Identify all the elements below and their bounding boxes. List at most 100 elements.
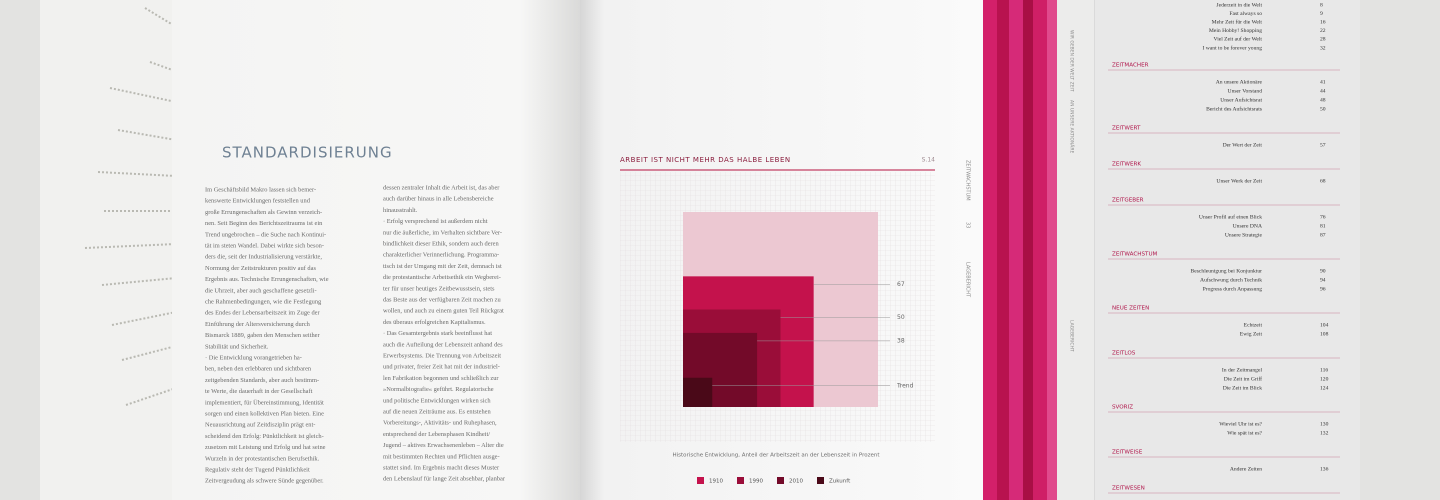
toc-entry: Andere Zeiten (1230, 466, 1262, 472)
toc-page: 8 (1320, 2, 1323, 8)
toc-entry: Mehr Zeit für die Welt (1212, 18, 1263, 25)
data-label: 38 (897, 337, 905, 344)
toc-entry: Wieviel Uhr ist es? (1219, 421, 1262, 427)
body-line: sorgen und einen kollektiven Plan bieten… (205, 410, 324, 417)
body-line: auch darüber hinaus in alle Lebensbereic… (383, 196, 494, 203)
toc-entry: Die Zeit im Blick (1223, 385, 1263, 391)
body-line: · Erfolg versprechend ist außerdem nicht (383, 218, 488, 225)
body-line: Normung der Zeitstrukturen positiv auf d… (205, 265, 316, 272)
body-line: Stabilität und Sicherheit. (205, 343, 269, 350)
chart-title: ARBEIT IST NICHT MEHR DAS HALBE LEBEN (620, 156, 791, 164)
page-number: S.14 (922, 157, 936, 164)
column: dessen zentraler Inhalt die Arbeit ist, … (383, 184, 506, 482)
body-line: die Uhrzeit, aber auch geschaffene geset… (205, 287, 317, 294)
toc-page: 28 (1320, 37, 1326, 43)
body-line: stattet sind. Im Ergebnis macht dieses M… (383, 464, 500, 471)
toc-page: 22 (1320, 28, 1326, 34)
legend-swatch (737, 477, 744, 484)
toc-section: ZEITLOS (1112, 351, 1136, 357)
body-line: Bismarck 1889, gaben den Menschen seithe… (205, 332, 321, 339)
toc-entry: Mein Hobby! Shopping (1209, 28, 1262, 34)
body-line: und politische Entwicklungen wirken sich (383, 397, 491, 404)
toc-page: 32 (1320, 45, 1326, 51)
body-line: nur die äußerliche, im Verhalten sichtba… (383, 229, 502, 236)
body-line: des Endes der Lebensarbeitszeit im Zuge … (205, 310, 321, 317)
body-line: kenswerte Entwicklungen feststellen und (205, 198, 311, 205)
toc-page: 87 (1320, 232, 1326, 238)
legend-label: Zukunft (829, 479, 851, 485)
toc-entry: Die Zeit im Griff (1224, 375, 1262, 382)
toc-page: 108 (1320, 331, 1329, 337)
toc-entry: Bericht des Aufsichtsrats (1206, 105, 1262, 112)
body-line: tisch ist der Umgang mit der Zeit, demna… (383, 263, 502, 270)
back-page (40, 0, 190, 500)
toc-page: 120 (1320, 376, 1329, 382)
page-edges (983, 0, 1096, 500)
toc-entry: Unser Profil auf einen Blick (1199, 213, 1262, 220)
data-label: 67 (897, 281, 905, 288)
side-label: WIR GEBEN DER WELT ZEIT (1069, 30, 1075, 92)
legend-label: 1990 (749, 479, 763, 485)
toc-page: 41 (1320, 79, 1326, 85)
contents: Jederzeit in die Welt 8 Fast always so 9 Meh… (1108, 2, 1340, 494)
toc-entry: Unser Vorstand (1228, 88, 1263, 94)
body-line: Einführung der Altersversicherung durch (205, 321, 311, 328)
body-line: ders die, seit der Industrialisierung ve… (205, 254, 322, 261)
toc-page: 116 (1320, 367, 1328, 373)
toc-page: 90 (1320, 268, 1326, 274)
body-line: auf die neuen Zeiträume aus. Es entstehe… (383, 408, 492, 415)
toc-page: 57 (1320, 142, 1326, 148)
toc-section: ZEITMACHER (1112, 63, 1149, 69)
body-line: »Normalbiografie« geführt. Regulatorisch… (383, 386, 494, 393)
body-line: Regulativ steht der Tugend Pünktlichkeit (205, 466, 310, 473)
toc-section: ZEITGEBER (1112, 198, 1144, 204)
toc-page: 9 (1320, 11, 1323, 17)
body-line: · Das Gesamtergebnis stark beeinflusst h… (383, 330, 492, 337)
toc-entry: An unsere Aktionäre (1216, 79, 1263, 85)
toc-section: ZEITWERK (1112, 162, 1141, 168)
toc-section: SVORIZ (1112, 405, 1133, 411)
square (683, 377, 713, 407)
body-line: zeitgebenden Standards, aber auch bestim… (205, 377, 319, 384)
side-labels: ZEITWACHSTUM 33 LAGEBERICHT (965, 160, 971, 298)
body-line: wollen, und auch zu einem guten Teil Rüc… (383, 308, 504, 315)
toc-page: 50 (1320, 106, 1326, 112)
body-line: zusetzen mit Leistung und Erfolg und hat… (205, 444, 326, 451)
toc-page: 132 (1320, 430, 1329, 436)
body-line: mit bestimmten Rechten und Pflichten aus… (383, 453, 500, 460)
toc-entry: Beschleunigung bei Konjunktur (1191, 268, 1263, 274)
toc-page: 44 (1320, 88, 1326, 94)
body-line: ter für unser heutiges Zeitbewusstsein, … (383, 285, 495, 292)
toc-entry: Fast always so (1229, 11, 1262, 17)
body-line: nen. Seit Beginn des Berichtszeitraums i… (205, 220, 323, 227)
toc-entry: Viel Zeit auf der Welt (1213, 36, 1262, 43)
toc-page: 124 (1320, 385, 1329, 391)
column: Im Geschäftsbild Makro lassen sich bemer… (205, 186, 329, 484)
toc-entry: In der Zeitmangel (1222, 367, 1263, 373)
toc-entry: Unser Aufsichtsrat (1220, 96, 1262, 103)
body-line: bindlichkeit dieser Ethik, sondern auch … (383, 240, 500, 247)
toc-entry: Echtzeit (1244, 322, 1263, 328)
body-line: die protestantische Arbeitsethik ein Weg… (383, 274, 501, 281)
toc-entry: Ewig Zeit (1240, 331, 1263, 337)
legend-swatch (777, 477, 784, 484)
body-line: Im Geschäftsbild Makro lassen sich bemer… (205, 186, 316, 193)
side-label: 33 (965, 222, 971, 228)
data-label: Trend (896, 382, 914, 389)
body-line: Jugend – aktives Erwachsenenleben – Alte… (383, 442, 504, 449)
body-line: und privater, freier Zeit hat mit der in… (383, 364, 500, 371)
chart-caption: Historische Entwicklung, Anteil der Arbe… (673, 453, 881, 459)
toc-entry: Progress durch Anpassung (1203, 286, 1263, 292)
side-label: AN UNSERE AKTIONÄRE (1069, 100, 1076, 154)
toc-page: 104 (1320, 322, 1329, 328)
toc-page: 16 (1320, 19, 1326, 25)
body-line: das Beste aus der verfügbaren Zeit mache… (383, 296, 501, 303)
left-page (172, 0, 582, 500)
toc-entry: Unser Werk der Zeit (1216, 178, 1262, 184)
body-line: den Lebenslauf für lange Zeit absehbar, … (383, 476, 506, 483)
body-line: · Die Entwicklung vorangetrieben ha- (205, 354, 302, 361)
legend-swatch (817, 477, 824, 484)
toc-page: 130 (1320, 421, 1329, 427)
